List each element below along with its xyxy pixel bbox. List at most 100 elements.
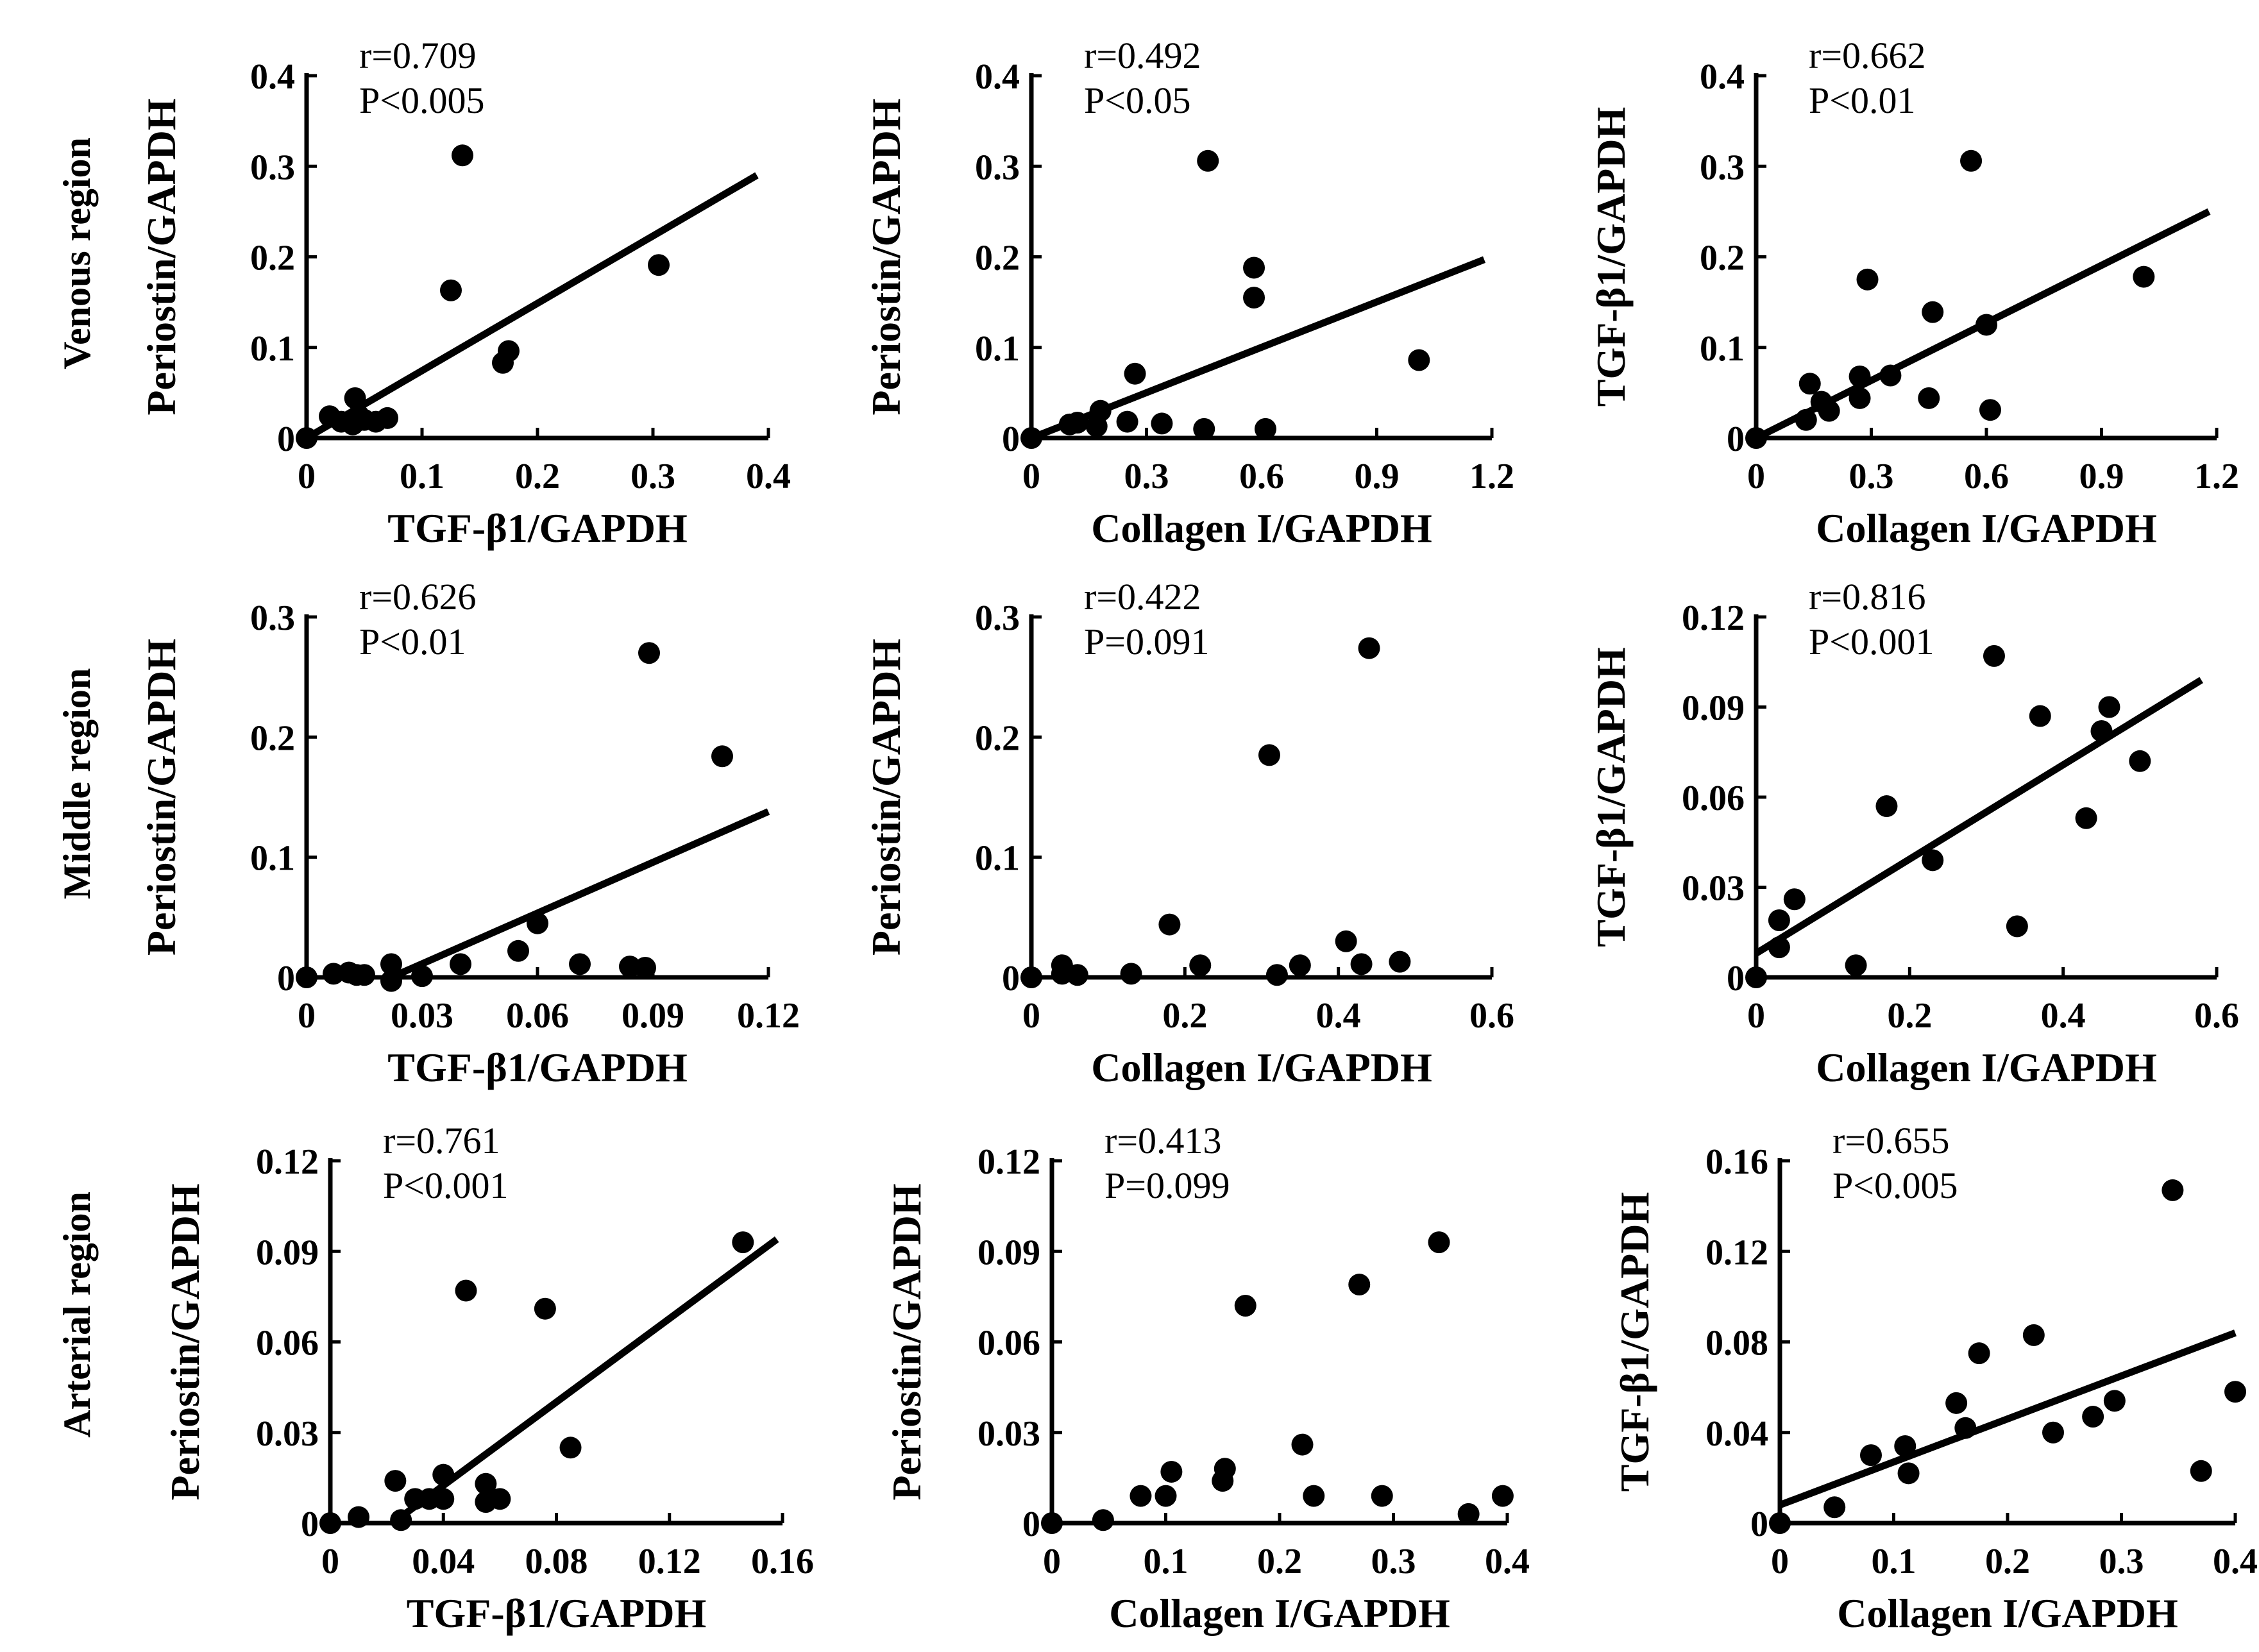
- data-point: [1289, 954, 1311, 977]
- y-tick-label: 0.12: [1705, 1233, 1768, 1272]
- data-point: [1818, 400, 1840, 422]
- x-tick-label: 0.2: [1257, 1542, 1302, 1581]
- data-point: [1066, 964, 1088, 986]
- panel-grid: 0 0.1 0.2 0.3 0.4 0 0.1 0.2 0.3 0.4 TGF-β1/GAPDH Pe…: [139, 35, 2258, 1636]
- x-axis-title: Collagen I/GAPDH: [1091, 1045, 1432, 1090]
- regression-line: [1779, 1329, 2237, 1508]
- x-tick-label: 0.3: [1371, 1542, 1416, 1581]
- data-point: [1197, 149, 1219, 172]
- data-point: [1243, 287, 1265, 309]
- x-tick-label: 0.6: [2194, 996, 2239, 1036]
- data-point: [1894, 1435, 1916, 1457]
- data-point: [1768, 909, 1790, 932]
- y-axis-title: Periostin/GAPDH: [863, 98, 909, 415]
- data-point: [1291, 1433, 1314, 1456]
- data-point: [1491, 1485, 1514, 1507]
- data-point: [1783, 888, 1806, 911]
- data-point: [569, 953, 591, 975]
- scatter-panel-5: 0 0.2 0.4 0.6 0 0.1 0.2 0.3 Collagen I/GAPDH Peri…: [863, 576, 1514, 1090]
- x-tick-label: 0.3: [2099, 1542, 2144, 1581]
- scatter-panel-2: 0 0.3 0.6 0.9 1.2 0 0.1 0.2 0.3 0.4 Collagen I/GAP…: [863, 35, 1514, 551]
- y-tick-label: 0.09: [256, 1233, 319, 1272]
- data-point: [1823, 1496, 1846, 1519]
- x-axis-title: TGF-β1/GAPDH: [387, 1045, 687, 1090]
- scatter-panel-3: 0 0.3 0.6 0.9 1.2 0 0.1 0.2 0.3 0.4 Collagen I/GAP…: [1588, 35, 2239, 551]
- data-point: [319, 1512, 341, 1534]
- y-tick-label: 0: [1002, 419, 1020, 459]
- y-tick-label: 0.1: [975, 839, 1020, 879]
- data-point: [2103, 1390, 2126, 1412]
- data-point: [498, 340, 520, 362]
- data-point: [390, 1509, 412, 1531]
- data-point: [2190, 1460, 2212, 1482]
- y-tick-label: 0.3: [975, 148, 1020, 187]
- p-value: P<0.05: [1084, 80, 1190, 121]
- data-point: [1745, 427, 1767, 449]
- y-axis-title: Periostin/GAPDH: [139, 639, 184, 956]
- y-tick-label: 0.06: [977, 1324, 1040, 1363]
- data-point: [1979, 399, 2001, 421]
- correlation-r: r=0.422: [1084, 576, 1201, 618]
- y-tick-label: 0.12: [256, 1142, 319, 1182]
- data-point: [2082, 1406, 2104, 1428]
- data-point: [2022, 1324, 2045, 1346]
- data-point: [380, 970, 402, 992]
- y-tick-label: 0.1: [250, 839, 295, 879]
- x-tick-label: 0.6: [1469, 996, 1514, 1036]
- y-tick-label: 0.1: [250, 329, 295, 369]
- data-point: [1745, 966, 1767, 988]
- x-tick-label: 0: [1022, 457, 1040, 496]
- data-point: [1983, 645, 2005, 667]
- data-point: [1976, 314, 1997, 336]
- data-point: [1089, 400, 1112, 422]
- y-tick-label: 0.08: [1705, 1324, 1768, 1363]
- x-tick-label: 0: [321, 1542, 339, 1581]
- data-point: [1124, 362, 1146, 385]
- data-point: [1130, 1485, 1152, 1507]
- data-point: [1457, 1503, 1480, 1525]
- y-tick-label: 0.4: [1700, 57, 1745, 97]
- data-point: [1408, 349, 1430, 371]
- y-tick-label: 0.2: [975, 718, 1020, 758]
- y-tick-label: 0.06: [1682, 779, 1745, 818]
- x-tick-label: 1.2: [2194, 457, 2239, 496]
- scatter-panel-6: 0 0.2 0.4 0.6 0 0.03 0.06 0.09 0.12 Collagen I/GA…: [1588, 576, 2239, 1090]
- data-point: [411, 965, 433, 988]
- correlation-r: r=0.662: [1809, 35, 1926, 76]
- y-tick-label: 0.12: [977, 1142, 1040, 1182]
- y-tick-label: 0.03: [1682, 869, 1745, 909]
- regression-line: [389, 808, 770, 981]
- x-tick-label: 0.9: [1355, 457, 1400, 496]
- x-tick-label: 0.3: [1124, 457, 1169, 496]
- y-tick-label: 0.06: [256, 1324, 319, 1363]
- y-tick-label: 0.1: [975, 329, 1020, 369]
- data-point: [1918, 387, 1940, 409]
- y-tick-label: 0: [301, 1504, 319, 1544]
- data-point: [1234, 1295, 1256, 1317]
- row-label-venous: Venous region: [56, 137, 98, 369]
- scatter-panel-8: 0 0.1 0.2 0.3 0.4 0 0.03 0.06 0.09 0.12 Collagen I…: [884, 1120, 1530, 1636]
- data-point: [1769, 1512, 1791, 1534]
- data-point: [1265, 964, 1288, 986]
- p-value: P=0.091: [1084, 621, 1209, 662]
- y-tick-label: 0.4: [250, 57, 295, 97]
- data-point: [1358, 637, 1380, 659]
- y-tick-label: 0: [1002, 959, 1020, 999]
- data-point: [1968, 1342, 1990, 1365]
- y-tick-label: 0.04: [1705, 1414, 1768, 1454]
- x-tick-label: 0.6: [1964, 457, 2009, 496]
- x-axis-title: Collagen I/GAPDH: [1837, 1590, 2178, 1636]
- data-point: [432, 1488, 455, 1510]
- data-point: [1922, 301, 1944, 323]
- correlation-r: r=0.492: [1084, 35, 1201, 76]
- data-point: [1020, 427, 1042, 449]
- data-point: [1960, 149, 1983, 172]
- x-tick-label: 0.09: [622, 996, 684, 1036]
- data-point: [348, 1506, 370, 1528]
- correlation-r: r=0.655: [1832, 1120, 1950, 1161]
- x-tick-label: 0: [298, 996, 316, 1036]
- x-tick-label: 0.06: [506, 996, 569, 1036]
- y-tick-label: 0.12: [1682, 598, 1745, 638]
- p-value: P<0.001: [383, 1165, 508, 1206]
- data-point: [1151, 412, 1173, 435]
